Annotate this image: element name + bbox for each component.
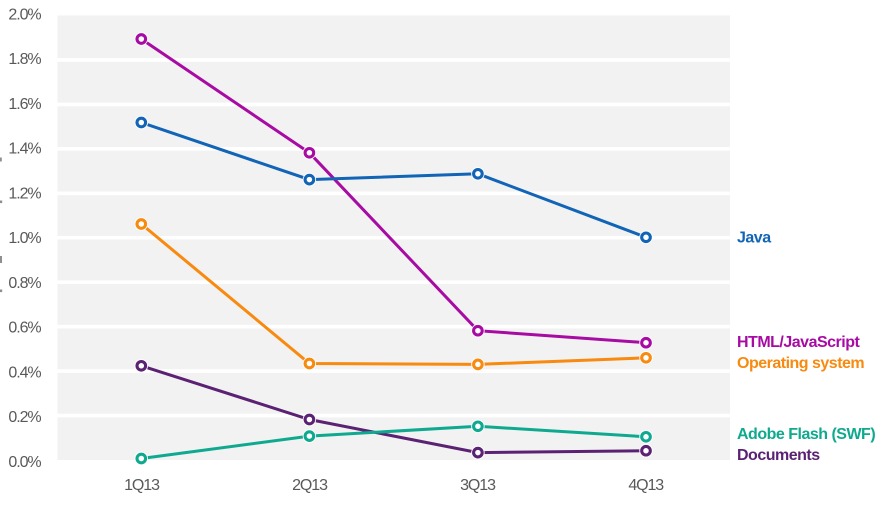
- svg-text:1Q13: 1Q13: [124, 477, 160, 494]
- svg-text:0.2%: 0.2%: [8, 409, 41, 426]
- svg-text:HTML/JavaScript: HTML/JavaScript: [737, 334, 860, 351]
- svg-text:Operating system: Operating system: [737, 355, 864, 372]
- svg-text:1.0%: 1.0%: [8, 230, 41, 247]
- svg-text:3Q13: 3Q13: [460, 477, 496, 494]
- svg-text:0.8%: 0.8%: [8, 275, 41, 292]
- svg-text:2Q13: 2Q13: [292, 477, 328, 494]
- svg-text:Java: Java: [737, 230, 771, 247]
- svg-text:1.4%: 1.4%: [8, 141, 41, 158]
- svg-text:1.2%: 1.2%: [8, 185, 41, 202]
- svg-text:1.8%: 1.8%: [8, 51, 41, 68]
- svg-text:0.0%: 0.0%: [8, 454, 41, 471]
- svg-text:1.6%: 1.6%: [8, 96, 41, 113]
- svg-text:2.0%: 2.0%: [8, 6, 41, 23]
- svg-text:4Q13: 4Q13: [628, 477, 664, 494]
- svg-text:0.4%: 0.4%: [8, 364, 41, 381]
- svg-text:Adobe Flash (SWF): Adobe Flash (SWF): [737, 426, 875, 443]
- svg-text:Documents: Documents: [737, 447, 820, 464]
- svg-text:0.6%: 0.6%: [8, 320, 41, 337]
